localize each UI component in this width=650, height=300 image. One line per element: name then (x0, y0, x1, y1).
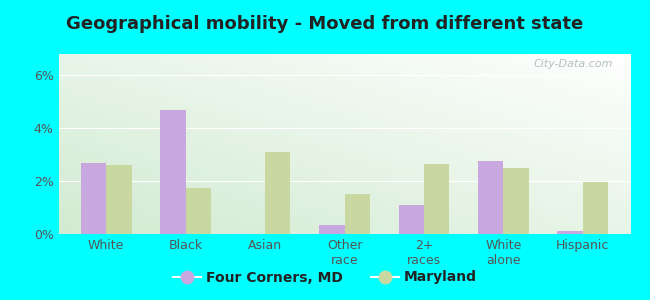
Text: Geographical mobility - Moved from different state: Geographical mobility - Moved from diffe… (66, 15, 584, 33)
Bar (583, 182, 608, 234)
Text: City-Data.com: City-Data.com (534, 59, 614, 69)
Bar (424, 164, 449, 234)
Bar (344, 194, 370, 234)
Bar (106, 165, 131, 234)
Bar (398, 205, 424, 234)
Bar (186, 188, 211, 234)
Bar (478, 161, 503, 234)
Bar (265, 152, 291, 234)
Bar (503, 168, 529, 234)
Bar (160, 110, 186, 234)
Bar (81, 163, 106, 234)
Bar (319, 225, 344, 234)
Bar (558, 231, 583, 234)
Legend: Four Corners, MD, Maryland: Four Corners, MD, Maryland (167, 265, 483, 290)
